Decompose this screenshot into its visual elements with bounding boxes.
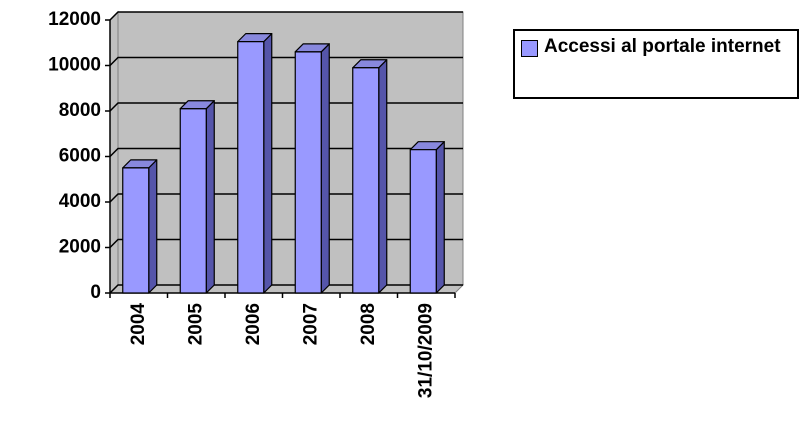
- bar-front: [179, 108, 207, 294]
- y-tick-label: 0: [90, 282, 101, 303]
- bar-side: [148, 159, 158, 294]
- bar: [409, 141, 445, 294]
- bar-front: [294, 51, 322, 294]
- grid-line: [109, 56, 463, 67]
- legend-label: Accessi al portale internet: [544, 36, 781, 57]
- bar-side: [378, 59, 388, 294]
- bar-side: [435, 141, 445, 294]
- bar: [179, 100, 215, 294]
- bar-side: [320, 43, 330, 294]
- bar: [352, 59, 388, 294]
- bar: [122, 159, 158, 294]
- grid-line: [109, 284, 463, 294]
- bar: [237, 33, 273, 294]
- x-tick-label: 2008: [358, 303, 379, 345]
- bar-front: [237, 41, 265, 294]
- grid-line: [109, 238, 463, 249]
- grid-line: [109, 193, 463, 203]
- y-tick-label: 4000: [59, 191, 101, 212]
- bar-front: [409, 149, 437, 294]
- y-tick-label: 12000: [48, 9, 101, 30]
- legend: Accessi al portale internet: [513, 29, 799, 99]
- grid-line: [109, 147, 463, 158]
- bar-side: [263, 33, 273, 294]
- bar-front: [352, 67, 380, 294]
- bar-side: [205, 100, 215, 294]
- bar-front: [122, 167, 150, 294]
- y-tick-label: 10000: [48, 55, 101, 76]
- y-tick-label: 2000: [59, 237, 101, 258]
- x-tick-label: 2005: [185, 303, 206, 346]
- grid-line: [109, 102, 463, 112]
- grid-line: [109, 11, 463, 21]
- x-tick-label: 2007: [300, 303, 321, 345]
- x-tick-label: 2004: [128, 303, 149, 346]
- x-tick-label: 31/10/2009: [415, 303, 436, 398]
- y-tick-label: 8000: [59, 100, 101, 121]
- legend-swatch: [521, 40, 538, 57]
- x-tick-label: 2006: [243, 303, 264, 345]
- y-tick-label: 6000: [59, 146, 101, 167]
- bar: [294, 43, 330, 294]
